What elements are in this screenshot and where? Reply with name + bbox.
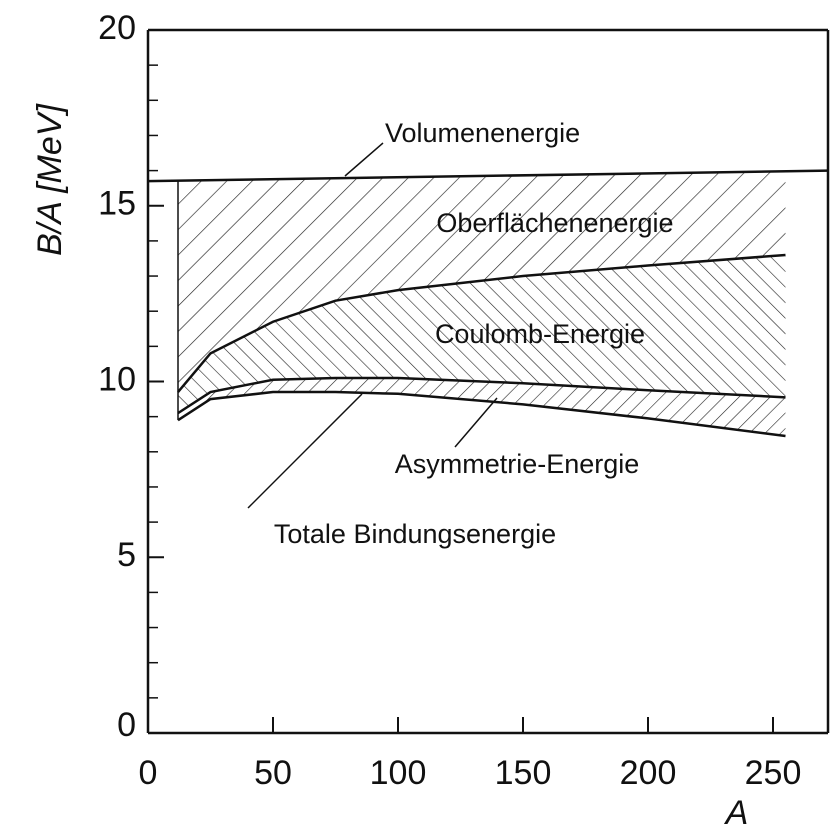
y-tick-label: 15 — [98, 185, 136, 223]
x-tick-label: 200 — [620, 754, 677, 792]
curve — [177, 390, 786, 438]
hatch-region — [178, 377, 786, 436]
leader-line — [344, 142, 384, 177]
y-tick-label: 5 — [117, 536, 136, 574]
annotation: Coulomb-Energie — [435, 319, 645, 349]
hatch-region — [178, 171, 786, 393]
y-tick-label: 20 — [98, 9, 136, 47]
x-tick-label: 50 — [254, 754, 292, 792]
y-tick-label: 0 — [117, 706, 136, 744]
curve — [147, 169, 829, 183]
x-tick-label: 250 — [745, 754, 802, 792]
x-tick-label: 0 — [139, 754, 158, 792]
y-tick-label: 10 — [98, 360, 136, 398]
leader-line — [454, 397, 498, 448]
annotation: Oberflächenenergie — [436, 208, 673, 238]
leader-line — [247, 393, 363, 509]
hatch-region — [178, 254, 786, 414]
annotation: Volumenenergie — [385, 118, 580, 148]
x-tick-label: 150 — [495, 754, 552, 792]
annotation: Totale Bindungsenergie — [274, 519, 556, 549]
annotation: Asymmetrie-Energie — [395, 449, 640, 479]
y-axis-label: B/A [MeV] — [31, 103, 69, 256]
curve — [177, 253, 786, 393]
x-tick-label: 100 — [370, 754, 427, 792]
x-axis-label: A — [724, 794, 749, 832]
curve — [177, 376, 786, 415]
